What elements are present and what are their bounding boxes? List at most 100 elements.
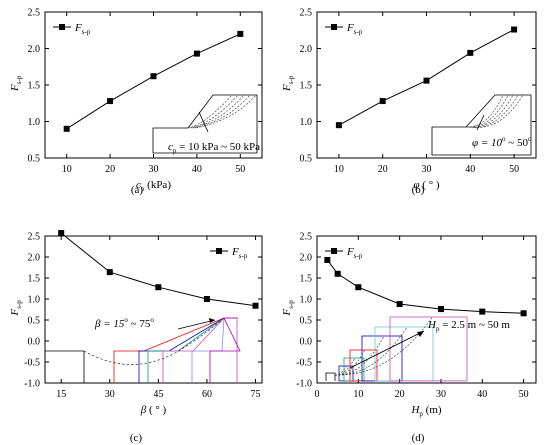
inset-annotation: φ = 10o ~ 50o [472,135,532,149]
y-tick-label: 1.5 [300,274,313,285]
inset-annotation: cp = 10 kPa ~ 50 kPa [168,141,260,155]
x-tick-label: 50 [235,164,245,175]
x-tick-label: 60 [202,389,212,400]
y-axis-label: Fs-p [281,75,295,92]
legend-marker [59,24,65,30]
slope-sketch [325,316,468,382]
slip-surface [187,94,233,129]
x-tick-label: 20 [105,164,115,175]
y-tick-label: 0.5 [300,154,313,165]
slip-surface [469,94,524,128]
legend-label: Fs-p [346,22,363,36]
sketch-arrow [198,111,209,133]
y-tick-label: 1.0 [300,117,313,128]
x-tick-label: 50 [519,389,529,400]
slope-profile [374,326,434,382]
x-tick-label: 30 [105,389,115,400]
legend-marker [216,248,222,254]
y-tick-label: -0.5 [296,358,312,369]
series-line [66,33,241,130]
sketch-arrow-head [209,318,215,323]
y-tick-label: -1.0 [296,379,312,390]
slip-surface [334,357,356,376]
x-tick-label: 30 [422,164,432,175]
slope-profile [209,317,241,383]
data-point [58,230,65,237]
x-tick-label: 15 [56,389,66,400]
data-point [467,49,474,56]
sketch-arrow [177,319,216,330]
x-axis-label: Hp (m) [410,404,441,418]
series-line [338,29,515,126]
y-tick-label: 1.5 [28,274,41,285]
data-point [355,284,362,291]
data-point [379,98,386,105]
data-point [324,256,331,263]
data-point [437,306,444,313]
x-tick-label: 10 [334,164,344,175]
y-tick-label: 2.0 [300,253,313,264]
inset-annotation: β = 15o ~ 75o [94,316,154,330]
y-tick-label: 1.5 [300,81,313,92]
panel-4: 0 10 20 30 40 50 -1.0 -0.5 0.0 0.5 1.0 1.5 2.0 2.5 Fs-… [281,232,537,444]
y-tick-label: 1.0 [28,295,41,306]
slip-surface [83,317,225,365]
y-tick-label: 2.5 [28,8,41,19]
panel-caption: (a) [131,184,144,196]
data-point [237,30,244,37]
sketch-arrow [349,330,425,369]
y-tick-label: 2.0 [28,253,41,264]
slip-surface [193,94,251,129]
y-tick-label: 0.5 [300,316,313,327]
y-tick-label: 2.0 [28,44,41,55]
x-tick-label: 10 [62,164,72,175]
x-tick-label: 50 [509,164,519,175]
x-axis-label: φ ( ° ) [413,179,439,191]
series-line [60,232,256,307]
legend-label: Fs-p [231,246,248,260]
x-tick-label: 40 [465,164,475,175]
slip-surface [191,94,245,129]
slip-surface [467,94,514,128]
slope-sketch [45,317,241,383]
data-point [423,77,430,84]
slip-surface [189,94,239,129]
slope-sketch [152,94,258,154]
data-point [63,125,70,132]
panel-caption: (b) [412,184,425,196]
y-tick-label: 0.0 [300,337,313,348]
y-tick-label: 2.5 [300,232,313,243]
y-tick-label: -1.0 [24,379,40,390]
x-tick-label: 30 [149,164,159,175]
data-point [203,296,210,302]
y-axis-label: Fs-p [9,75,23,92]
y-tick-label: 2.0 [300,44,313,55]
y-tick-label: 2.5 [28,232,41,243]
data-point [396,301,403,308]
plot-frame [316,235,537,384]
legend-label: Fs-p [346,246,363,260]
y-tick-label: 2.5 [300,8,313,19]
data-point [193,50,200,57]
x-tick-label: 40 [192,164,202,175]
y-axis-label: Fs-p [281,300,295,317]
slope-outline [325,372,336,381]
slip-surface [334,316,433,376]
slope-sketch [431,94,532,156]
data-point [511,26,518,33]
legend-label: Fs-p [74,22,91,36]
data-point [155,284,162,291]
data-point [252,302,259,309]
x-tick-label: 75 [251,389,261,400]
y-tick-label: 1.0 [28,117,41,128]
y-tick-label: 1.0 [300,295,313,306]
slope-profile [389,316,468,382]
x-tick-label: 30 [436,389,446,400]
x-tick-label: 45 [153,389,163,400]
x-axis-label: β ( ° ) [140,404,167,416]
data-point [106,269,113,276]
slope-profile [343,357,365,382]
slip-surface [334,326,408,376]
slope-outline [45,350,85,383]
